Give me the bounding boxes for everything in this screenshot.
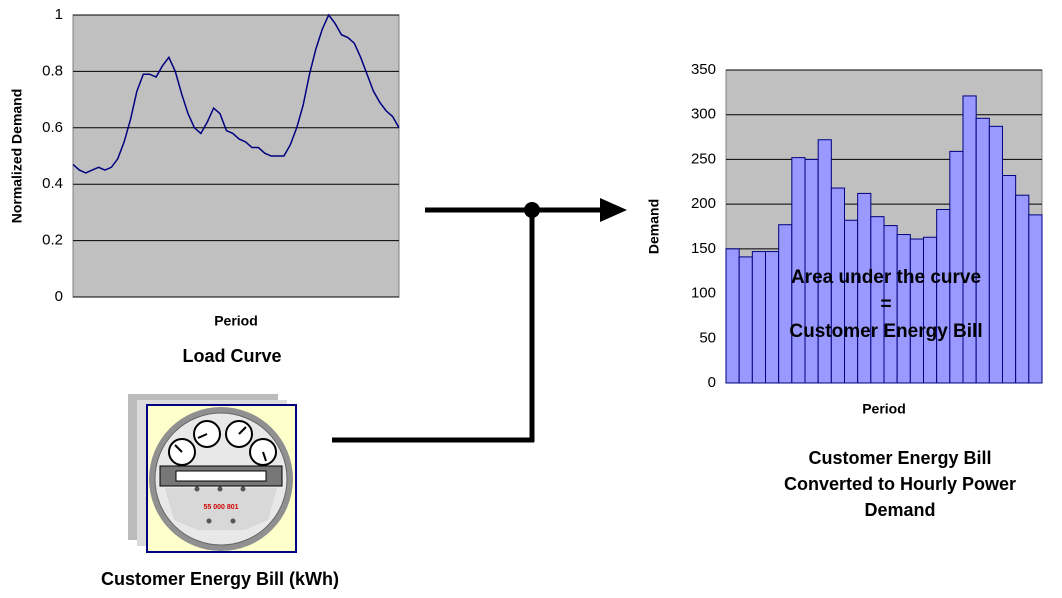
- y-tick-label: 200: [691, 195, 716, 212]
- bar: [1028, 214, 1043, 384]
- y-tick-label: 0: [55, 288, 63, 305]
- y-tick-label: 1: [55, 6, 63, 23]
- y-tick-label: 0.2: [42, 232, 63, 249]
- bar: [988, 125, 1003, 384]
- bar: [896, 234, 911, 384]
- bar: [765, 251, 780, 384]
- bar: [1002, 175, 1017, 384]
- x-axis-label: Period: [862, 401, 906, 417]
- bar: [975, 117, 990, 384]
- caption: Customer Energy Bill: [808, 448, 991, 468]
- bar: [817, 139, 832, 384]
- y-tick-label: 0.6: [42, 119, 63, 136]
- connector: [332, 207, 605, 443]
- y-tick-label: 0.4: [42, 175, 63, 192]
- annotation: Area under the curve: [791, 267, 981, 288]
- bar: [738, 256, 753, 384]
- plot-area: [72, 14, 400, 298]
- bar: [857, 192, 872, 384]
- data-line: [72, 13, 400, 174]
- bar: [936, 209, 951, 384]
- caption: Load Curve: [182, 346, 281, 366]
- junction: [524, 202, 540, 218]
- bar: [725, 248, 740, 384]
- y-tick-label: 350: [691, 61, 716, 78]
- meter-icon: [128, 394, 297, 553]
- annotation: =: [880, 294, 891, 315]
- annotation: Customer Energy Bill: [789, 321, 982, 342]
- y-axis-label: Demand: [646, 199, 662, 254]
- y-tick-label: 0: [708, 374, 716, 391]
- arrow-head: [600, 198, 627, 222]
- x-axis-label: Period: [214, 313, 258, 329]
- bar: [778, 224, 793, 384]
- bar: [1015, 194, 1030, 384]
- y-tick-label: 0.8: [42, 62, 63, 79]
- y-tick-label: 50: [699, 329, 716, 346]
- bar: [844, 219, 859, 384]
- y-axis-label: Normalized Demand: [9, 89, 25, 224]
- y-tick-label: 150: [691, 240, 716, 257]
- meter-reading: 55 000 801: [203, 504, 238, 511]
- caption: Converted to Hourly Power: [784, 474, 1016, 494]
- caption: Demand: [864, 500, 935, 520]
- y-tick-label: 100: [691, 285, 716, 302]
- bar: [751, 251, 766, 384]
- bar: [923, 236, 938, 384]
- caption: Customer Energy Bill (kWh): [101, 569, 339, 589]
- y-tick-label: 300: [691, 106, 716, 123]
- bar: [909, 238, 924, 384]
- y-tick-label: 250: [691, 150, 716, 167]
